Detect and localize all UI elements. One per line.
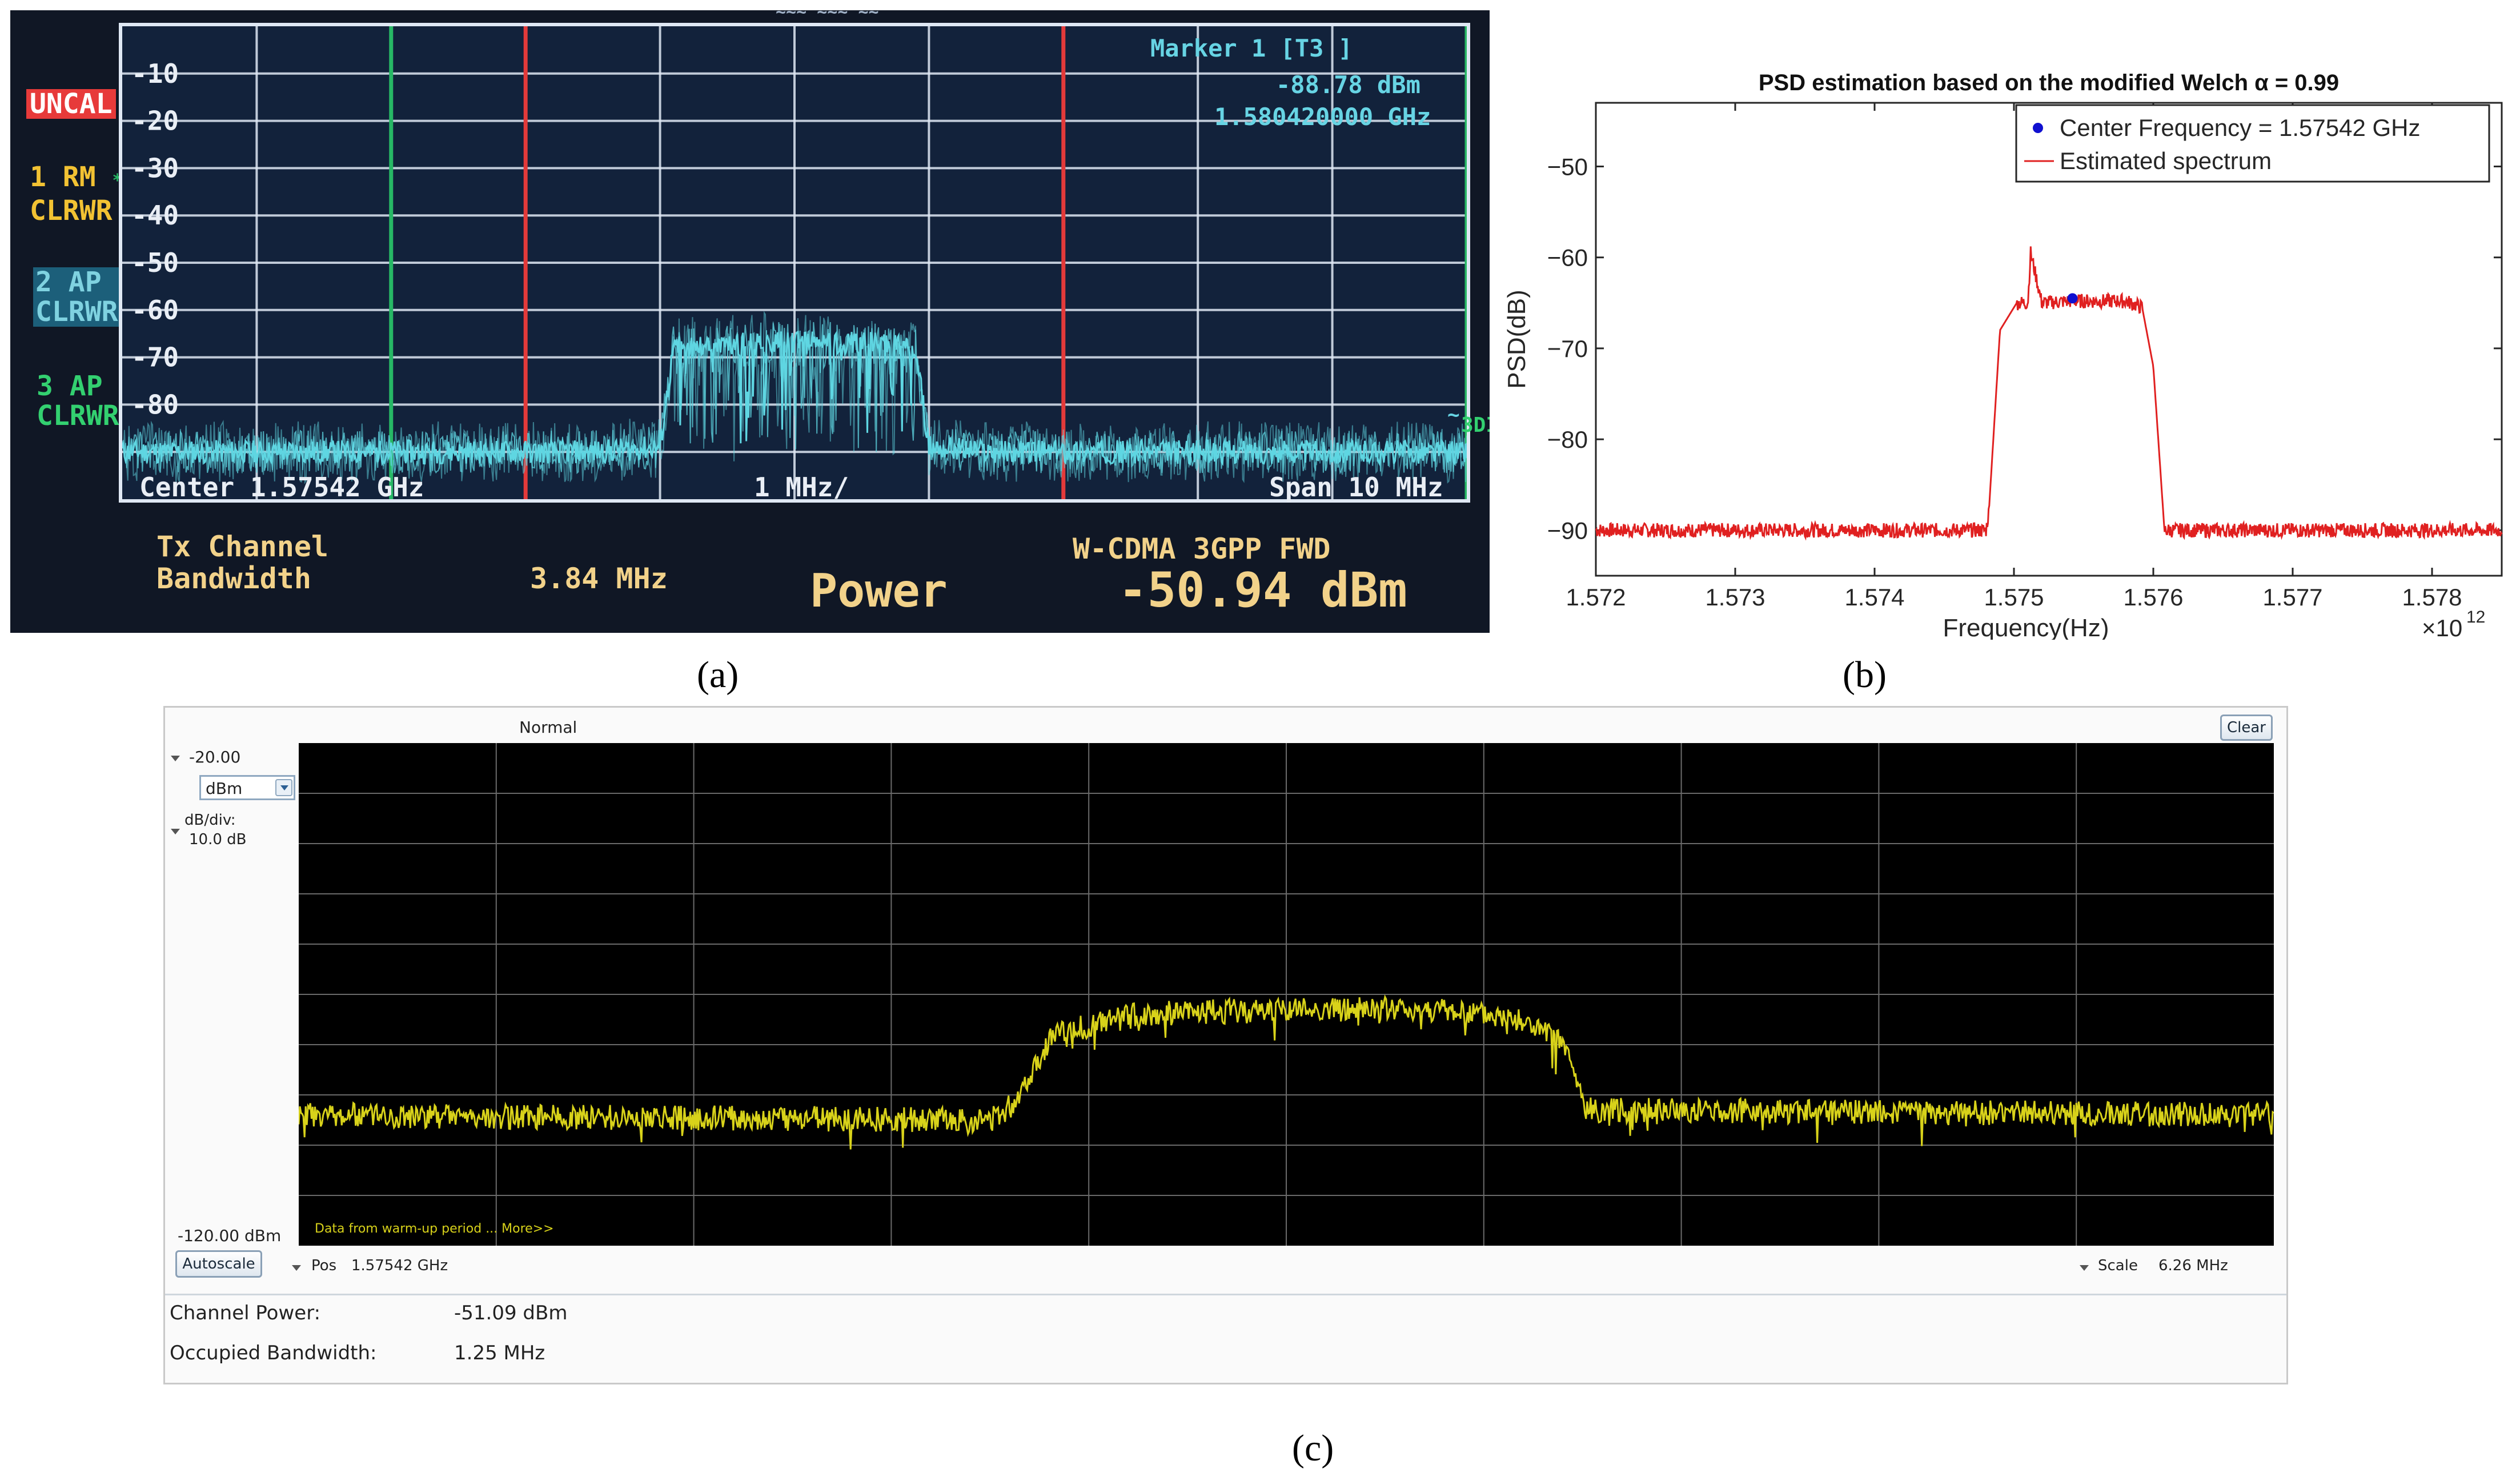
trace2-label: 2 AP CLRWR	[33, 267, 121, 327]
x-tick-label: 1.578	[2402, 584, 2462, 611]
occupied-bw-label: Occupied Bandwidth:	[170, 1342, 377, 1364]
clear-button[interactable]: Clear	[2220, 715, 2273, 741]
x-tick-label: 1.572	[1566, 584, 1626, 611]
y-tick-label: −50	[1547, 153, 1588, 180]
marker-title: Marker 1 [T3 ]	[1150, 34, 1353, 62]
x-tick-label: 1.577	[2262, 584, 2322, 611]
y-tick-label: -70	[131, 342, 179, 373]
scale-value[interactable]: 10.0 dB	[189, 831, 247, 848]
marker-frequency: 1.580420000 GHz	[1214, 103, 1431, 131]
spectrum-plot	[299, 743, 2274, 1246]
results-divider	[165, 1294, 2286, 1295]
occupied-bw-value: 1.25 MHz	[454, 1342, 545, 1364]
top-fragment: ~~~ ~~~ ~~	[776, 10, 879, 22]
bandwidth-value: 3.84 MHz	[530, 562, 668, 595]
legend-label-center: Center Frequency = 1.57542 GHz	[2060, 114, 2421, 141]
y-axis-label: PSD(dB)	[1503, 290, 1531, 389]
y-tick-label: −80	[1547, 426, 1588, 453]
center-frequency-point	[2067, 293, 2078, 304]
uncal-badge: UNCAL	[26, 89, 116, 119]
span-label: Span 10 MHz	[1269, 472, 1443, 503]
x-multiplier: ×10	[2422, 615, 2462, 640]
span-spinner-icon[interactable]	[2080, 1265, 2089, 1271]
ref-level-spinner-icon[interactable]	[171, 756, 180, 761]
trace2-line1: 2 AP	[35, 266, 102, 298]
y-tick-label: -50	[131, 247, 179, 278]
autoscale-button[interactable]: Autoscale	[175, 1250, 262, 1278]
division-label: 1 MHz/	[754, 472, 849, 503]
panel-a-spectrum-analyzer-photo: ~~~ ~~~ ~~ UNCAL 1 RM * CLRWR 2 AP CLRWR…	[10, 10, 1490, 633]
legend-label-spectrum: Estimated spectrum	[2060, 147, 2272, 174]
pos-spinner-icon[interactable]	[292, 1265, 301, 1271]
power-label: Power	[810, 564, 948, 617]
estimated-spectrum-line	[1595, 246, 2503, 541]
panel-c-software-analyzer: Normal Clear -20.00 dBm dB/div: 10.0 dB …	[163, 706, 2288, 1384]
legend-box	[2015, 104, 2490, 183]
power-value: -50.94 dBm	[1118, 562, 1407, 618]
trace3-line2: CLRWR	[37, 400, 119, 432]
chart-title: PSD estimation based on the modified Wel…	[1759, 70, 2339, 95]
analyzer-plot: -10 -20 -30 -40 -50 -60 -70 -80	[122, 26, 1467, 499]
bottom-level: -120.00 dBm	[178, 1226, 282, 1245]
y-tick-label: −70	[1547, 335, 1588, 362]
x-tick-label: 1.573	[1705, 584, 1765, 611]
pos-value[interactable]: 1.57542 GHz	[351, 1257, 448, 1274]
trace1-label: 1 RM * CLRWR	[30, 162, 123, 226]
chevron-down-icon[interactable]	[275, 779, 292, 796]
channel-power-label: Channel Power:	[170, 1302, 321, 1325]
spectrum-trace-3	[122, 311, 1467, 484]
y-tick-label: -20	[131, 106, 179, 137]
trace1-line1: 1 RM	[30, 161, 96, 193]
x-multiplier-exponent: 12	[2466, 608, 2485, 627]
trace3-label: 3 AP CLRWR	[37, 371, 119, 431]
bandwidth-label: Bandwidth	[157, 562, 311, 595]
trace1-line2: CLRWR	[30, 195, 113, 227]
panel-b-psd-chart: PSD estimation based on the modified Wel…	[1502, 40, 2519, 640]
panel-label-a: (a)	[697, 654, 739, 696]
panel-label-b: (b)	[1843, 654, 1887, 696]
panel-label-c: (c)	[1292, 1427, 1334, 1469]
y-tick-label: −60	[1547, 244, 1588, 271]
unit-select-value: dBm	[206, 779, 243, 798]
channel-power-value: -51.09 dBm	[454, 1302, 568, 1325]
trace3-line1: 3 AP	[37, 370, 103, 402]
warmup-note[interactable]: Data from warm-up period ... More>>	[315, 1222, 554, 1236]
x-tick-label: 1.576	[2123, 584, 2183, 611]
x-tick-label: 1.575	[1984, 584, 2044, 611]
pos-label: Pos	[311, 1257, 337, 1274]
mode-label: Normal	[519, 718, 577, 737]
y-tick-label: -80	[131, 389, 179, 420]
unit-select[interactable]: dBm	[199, 775, 295, 800]
scale-label: dB/div:	[184, 812, 236, 829]
right-edge-label: 3DI	[1461, 414, 1490, 437]
center-frequency: Center 1.57542 GHz	[139, 472, 424, 503]
span-label: Scale	[2098, 1257, 2138, 1274]
analyzer-screen: -10 -20 -30 -40 -50 -60 -70 -80 Marker 1 [T3 ] …	[119, 23, 1470, 503]
span-value[interactable]: 6.26 MHz	[2158, 1257, 2228, 1274]
y-tick-label: -40	[131, 200, 179, 231]
standard-label: W-CDMA 3GPP FWD	[1073, 532, 1331, 565]
y-tick-label: −90	[1547, 517, 1588, 544]
y-tick-label: -30	[131, 152, 179, 183]
spectrum-trace-2	[122, 322, 1467, 475]
trace2-line2: CLRWR	[35, 296, 118, 328]
right-edge-small: ~	[1447, 403, 1460, 427]
uncal-label: UNCAL	[30, 88, 113, 120]
spectrum-trace	[299, 994, 2274, 1150]
legend-marker-center	[2033, 123, 2043, 133]
tx-channel: Tx Channel	[157, 530, 329, 563]
psd-chart: PSD estimation based on the modified Wel…	[1503, 70, 2503, 640]
scale-spinner-icon[interactable]	[171, 829, 180, 834]
y-tick-label: -10	[131, 58, 179, 89]
x-axis-label: Frequency(Hz)	[1943, 614, 2109, 640]
marker-level: -88.78 dBm	[1276, 71, 1420, 99]
x-tick-label: 1.574	[1844, 584, 1904, 611]
y-tick-label: -60	[131, 295, 179, 326]
ref-level[interactable]: -20.00	[189, 748, 241, 766]
